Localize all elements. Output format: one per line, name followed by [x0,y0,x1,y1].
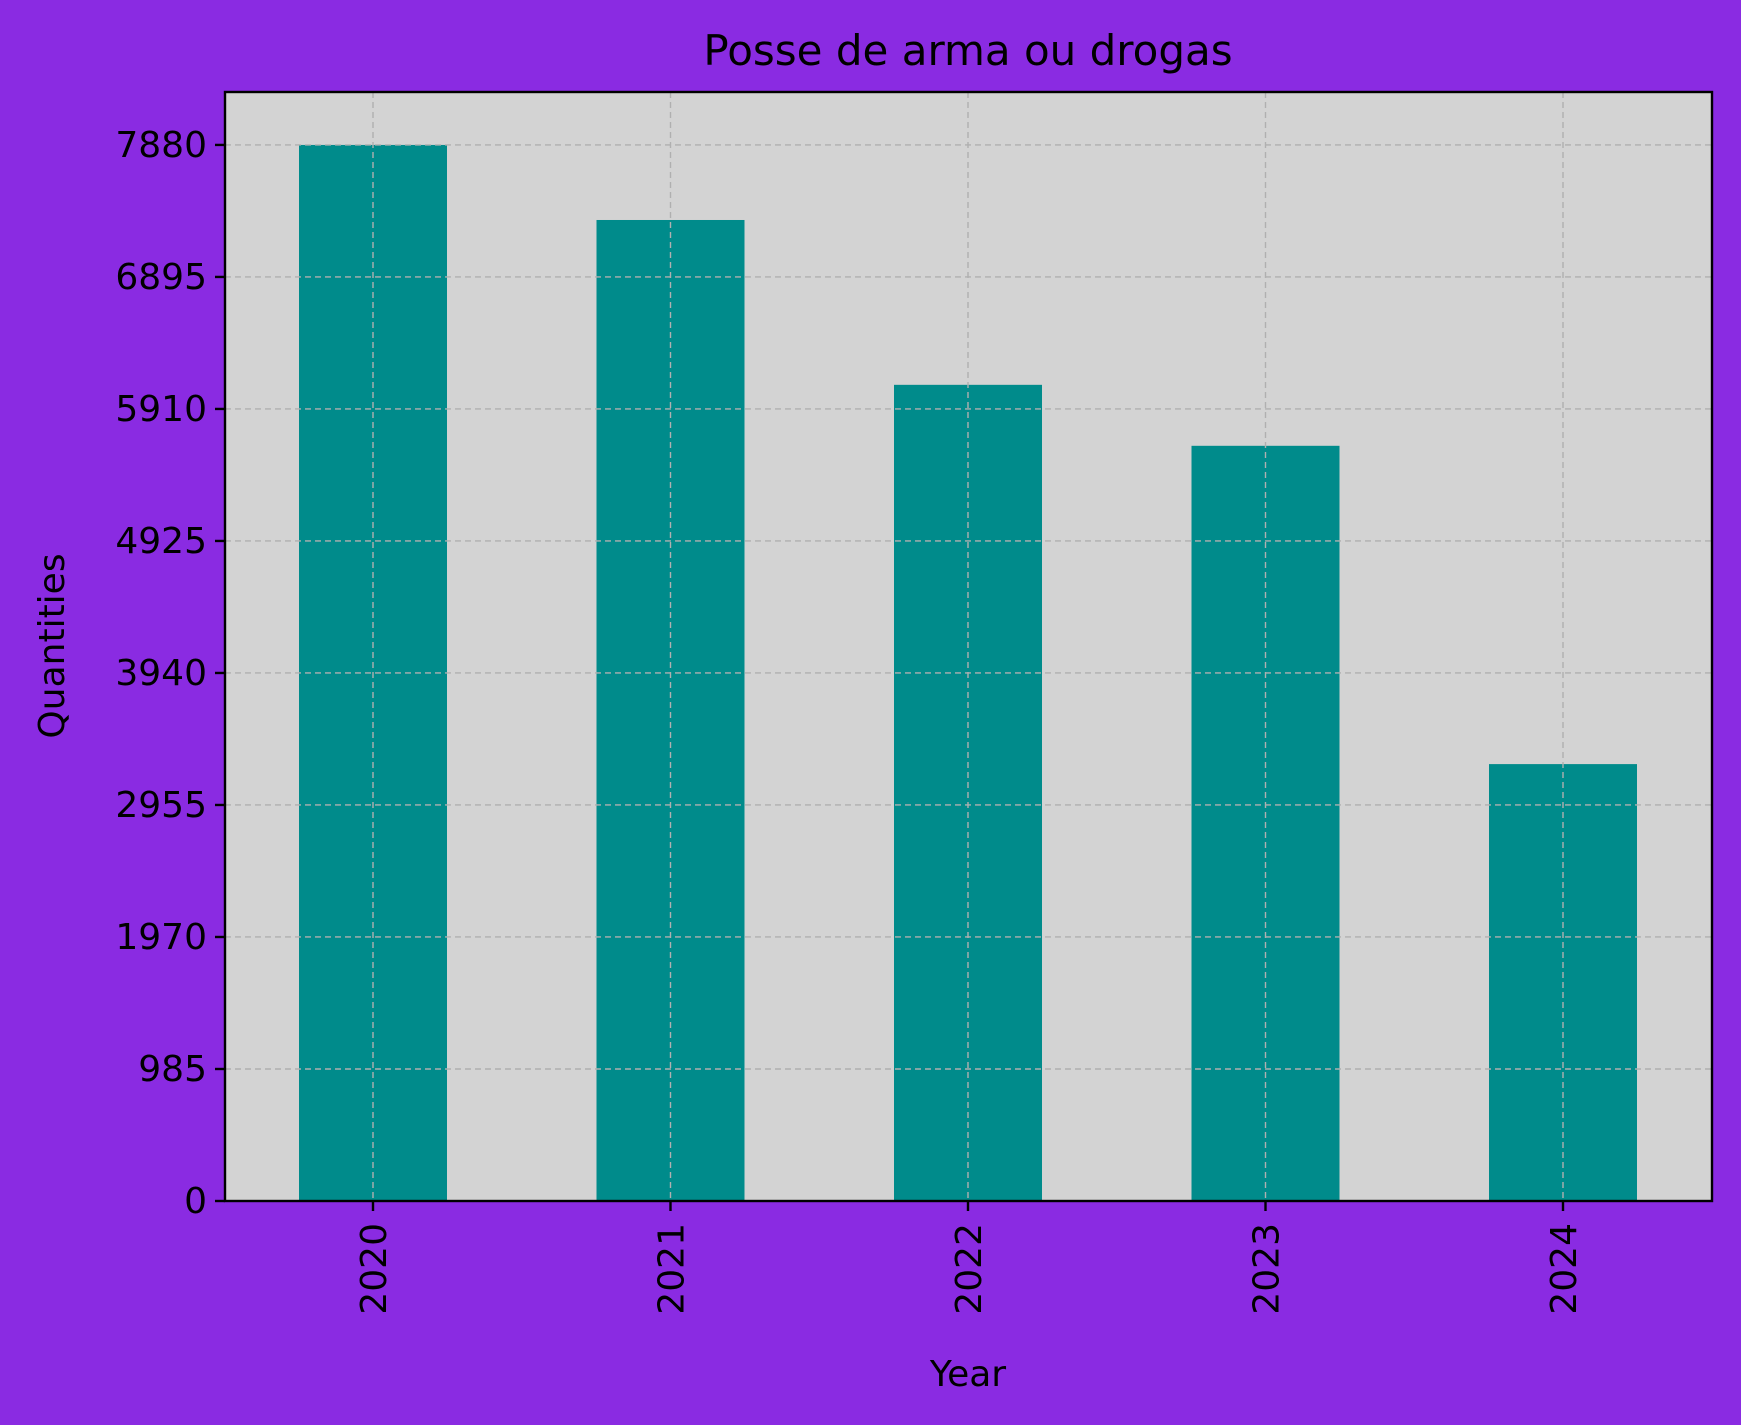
y-tick-label: 4925 [115,521,207,562]
y-tick-label: 5910 [115,389,207,430]
y-tick-label: 3940 [115,653,207,694]
x-axis-label: Year [929,1354,1006,1395]
y-tick-label: 6895 [115,257,207,298]
x-tick-label: 2021 [652,1223,693,1315]
y-tick-label: 7880 [115,125,207,166]
y-tick-label: 985 [138,1049,207,1090]
y-tick-label: 1970 [115,917,207,958]
y-tick-label: 2955 [115,785,207,826]
y-axis-ticks: 0 985 1970 2955 3940 4925 5910 6895 7880 [115,125,225,1222]
chart-title: Posse de arma ou drogas [703,26,1232,75]
x-tick-label: 2022 [949,1223,990,1315]
y-axis-label: Quantities [32,553,73,738]
x-axis-ticks: 2020 2021 2022 2023 2024 [354,1201,1585,1315]
y-tick-label: 0 [184,1181,207,1222]
x-tick-label: 2020 [354,1223,395,1315]
x-tick-label: 2023 [1247,1223,1288,1315]
x-tick-label: 2024 [1544,1223,1585,1315]
